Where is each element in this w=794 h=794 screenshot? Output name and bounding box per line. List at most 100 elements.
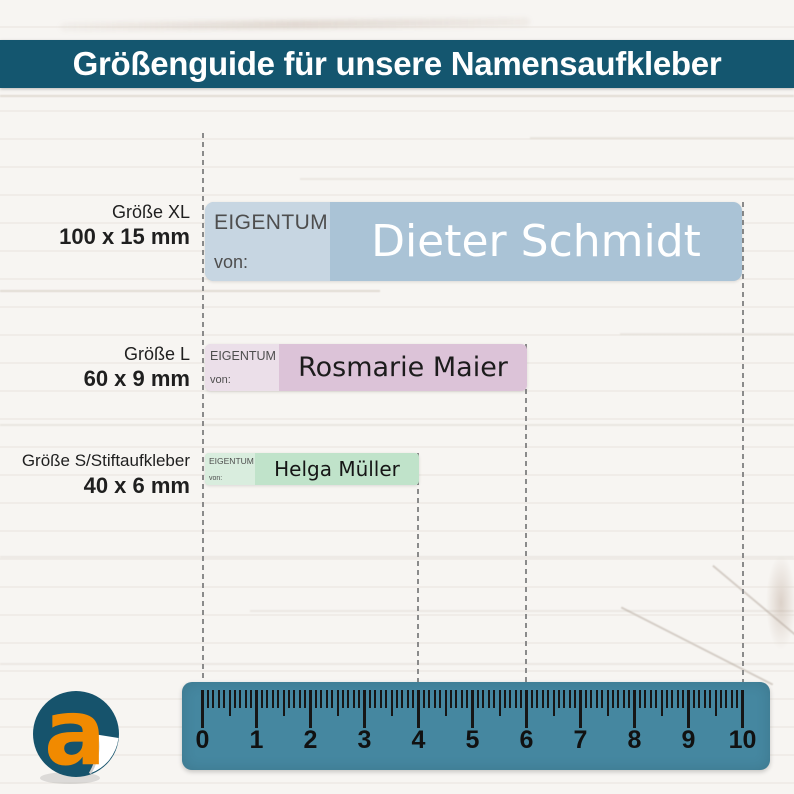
ruler-tick bbox=[320, 690, 323, 708]
ruler-tick bbox=[541, 690, 544, 708]
header-banner: Größenguide für unsere Namensaufkleber bbox=[0, 40, 794, 88]
ruler-tick bbox=[617, 690, 620, 708]
ruler-tick bbox=[611, 690, 614, 708]
ruler-tick bbox=[536, 690, 539, 708]
ruler-number: 3 bbox=[357, 726, 372, 754]
page-title: Größenguide für unsere Namensaufkleber bbox=[72, 45, 722, 82]
size-name: Größe XL bbox=[111, 202, 190, 222]
ruler-number: 8 bbox=[627, 726, 642, 754]
ruler-tick bbox=[363, 690, 366, 728]
ruler-tick bbox=[530, 690, 533, 708]
sticker-l: EIGENTUM von: Rosmarie Maier bbox=[205, 344, 527, 391]
ruler-tick bbox=[682, 690, 685, 708]
ruler-tick bbox=[422, 690, 425, 708]
ruler-tick bbox=[341, 690, 344, 708]
ruler-tick bbox=[665, 690, 668, 708]
ruler-tick bbox=[525, 690, 528, 728]
ruler-tick bbox=[482, 690, 485, 708]
ruler-tick bbox=[557, 690, 560, 708]
ruler-tick bbox=[314, 690, 317, 708]
label-size-xl: Größe XL 100 x 15 mm bbox=[0, 200, 190, 250]
wood-knot bbox=[766, 555, 794, 650]
ruler-tick bbox=[503, 690, 506, 708]
guide-line-6cm bbox=[525, 344, 527, 682]
ruler-tick bbox=[325, 690, 328, 708]
ruler-tick bbox=[250, 690, 253, 708]
ruler-tick bbox=[703, 690, 706, 708]
sticker-name: Dieter Schmidt bbox=[371, 216, 701, 267]
wood-grain-line bbox=[0, 424, 794, 426]
ruler-tick bbox=[233, 690, 236, 708]
ruler-tick bbox=[352, 690, 355, 708]
guide-line-4cm bbox=[417, 453, 419, 682]
ruler-number: 1 bbox=[249, 726, 264, 754]
ruler-tick bbox=[644, 690, 647, 708]
sticker-s: EIGENTUM von: Helga Müller bbox=[205, 453, 419, 485]
ruler-tick bbox=[579, 690, 582, 728]
size-name: Größe S/Stiftaufkleber bbox=[21, 451, 190, 470]
ruler-tick bbox=[698, 690, 701, 708]
brand-logo-sticker: a bbox=[33, 686, 119, 786]
ruler-tick bbox=[271, 690, 274, 708]
ruler-tick bbox=[714, 690, 717, 716]
ruler-tick bbox=[304, 690, 307, 708]
ruler-tick bbox=[709, 690, 712, 708]
logo-peel-corner bbox=[90, 734, 119, 774]
ruler-tick bbox=[212, 690, 215, 708]
ruler-tick bbox=[552, 690, 555, 716]
ruler: 0 1 2 3 4 5 6 7 8 9 10 bbox=[182, 682, 770, 770]
ruler-tick bbox=[223, 690, 226, 708]
size-dimensions: 100 x 15 mm bbox=[59, 224, 190, 249]
ruler-tick bbox=[244, 690, 247, 708]
ruler-tick bbox=[433, 690, 436, 708]
wood-grain-line bbox=[0, 95, 794, 97]
ruler-tick bbox=[390, 690, 393, 716]
ruler-tick bbox=[498, 690, 501, 716]
ruler-tick bbox=[385, 690, 388, 708]
property-label: EIGENTUM bbox=[209, 456, 254, 466]
logo-peel-shading bbox=[88, 734, 100, 775]
ruler-tick bbox=[287, 690, 290, 708]
ruler-tick bbox=[449, 690, 452, 708]
ruler-tick bbox=[568, 690, 571, 708]
ruler-tick bbox=[741, 690, 744, 728]
ruler-tick bbox=[633, 690, 636, 728]
ruler-tick bbox=[471, 690, 474, 728]
ruler-tick bbox=[509, 690, 512, 708]
wood-grain-line bbox=[0, 663, 794, 665]
ruler-tick bbox=[395, 690, 398, 708]
ruler-tick bbox=[719, 690, 722, 708]
ruler-tick bbox=[584, 690, 587, 708]
wood-smudge bbox=[59, 17, 531, 32]
ruler-tick bbox=[660, 690, 663, 716]
ruler-tick bbox=[590, 690, 593, 708]
of-label: von: bbox=[209, 475, 223, 482]
ruler-tick bbox=[282, 690, 285, 716]
ruler-tick bbox=[293, 690, 296, 708]
ruler-number: 5 bbox=[465, 726, 480, 754]
size-dimensions: 40 x 6 mm bbox=[83, 473, 190, 498]
ruler-tick bbox=[298, 690, 301, 708]
sticker-name: Rosmarie Maier bbox=[298, 352, 508, 383]
ruler-tick bbox=[725, 690, 728, 708]
of-label: von: bbox=[210, 374, 231, 386]
ruler-tick bbox=[476, 690, 479, 708]
ruler-number: 10 bbox=[728, 726, 757, 754]
size-dimensions: 60 x 9 mm bbox=[83, 366, 190, 391]
ruler-tick bbox=[638, 690, 641, 708]
ruler-tick bbox=[601, 690, 604, 708]
ruler-number: 4 bbox=[411, 726, 426, 754]
ruler-tick bbox=[277, 690, 280, 708]
ruler-tick bbox=[368, 690, 371, 708]
ruler-tick bbox=[676, 690, 679, 708]
logo-letter: a bbox=[44, 686, 106, 786]
ruler-tick bbox=[671, 690, 674, 708]
ruler-tick bbox=[228, 690, 231, 716]
property-label: EIGENTUM bbox=[214, 211, 329, 234]
ruler-tick bbox=[466, 690, 469, 708]
sticker-ownership-panel: EIGENTUM von: bbox=[205, 344, 279, 391]
ruler-tick bbox=[520, 690, 523, 708]
ruler-number: 9 bbox=[681, 726, 696, 754]
